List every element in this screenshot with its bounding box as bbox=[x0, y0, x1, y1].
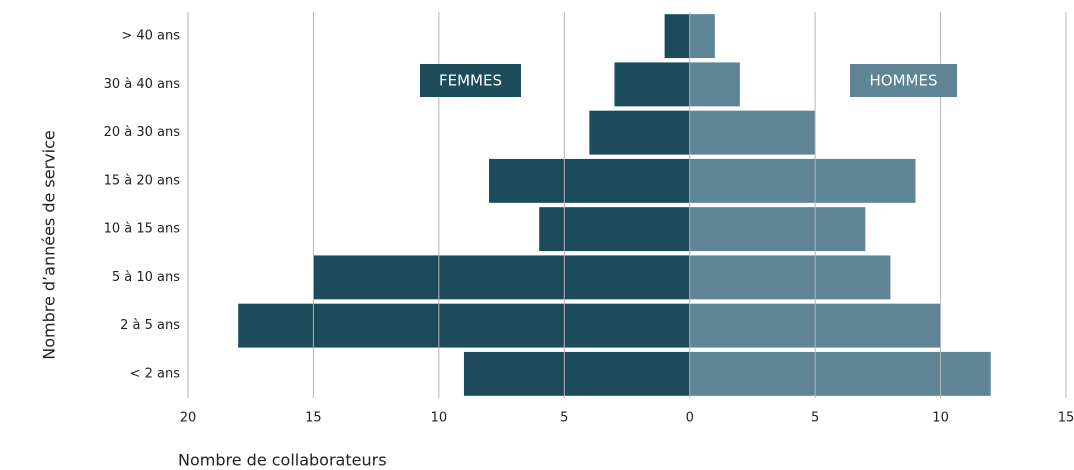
y-tick-label: 5 à 10 ans bbox=[112, 270, 180, 285]
x-tick-label: 20 bbox=[180, 411, 197, 426]
y-axis-label: Nombre d’années de service bbox=[40, 130, 59, 360]
y-tick-label: 30 à 40 ans bbox=[104, 77, 181, 92]
legend-label: HOMMES bbox=[870, 72, 938, 90]
y-tick-label: 20 à 30 ans bbox=[104, 125, 181, 140]
bar bbox=[689, 255, 891, 300]
y-tick-label: < 2 ans bbox=[130, 366, 181, 381]
y-tick-label: 15 à 20 ans bbox=[104, 173, 181, 188]
x-tick-label: 10 bbox=[431, 411, 448, 426]
x-tick-label: 5 bbox=[811, 411, 819, 426]
x-tick-label: 15 bbox=[1058, 411, 1074, 426]
legend-label: FEMMES bbox=[439, 72, 502, 90]
legend-box bbox=[850, 64, 957, 97]
y-tick-label: 2 à 5 ans bbox=[120, 318, 180, 333]
x-tick-label: 0 bbox=[686, 411, 694, 426]
bar bbox=[238, 303, 690, 348]
bar bbox=[539, 207, 690, 252]
bar bbox=[689, 207, 866, 252]
bar bbox=[614, 62, 690, 107]
bar bbox=[689, 351, 991, 396]
bar bbox=[589, 110, 690, 155]
bar bbox=[689, 62, 740, 107]
bar bbox=[489, 158, 690, 203]
bar bbox=[313, 255, 690, 300]
bar bbox=[689, 110, 816, 155]
bar bbox=[664, 14, 690, 59]
bar bbox=[463, 351, 690, 396]
y-tick-label: > 40 ans bbox=[121, 29, 180, 44]
x-tick-label: 5 bbox=[560, 411, 568, 426]
x-axis-label: Nombre de collaborateurs bbox=[178, 451, 387, 470]
bar bbox=[689, 158, 916, 203]
legend-box bbox=[420, 64, 521, 97]
x-tick-label: 10 bbox=[932, 411, 949, 426]
y-tick-label: 10 à 15 ans bbox=[104, 222, 181, 237]
bar bbox=[689, 14, 715, 59]
x-tick-label: 15 bbox=[305, 411, 322, 426]
